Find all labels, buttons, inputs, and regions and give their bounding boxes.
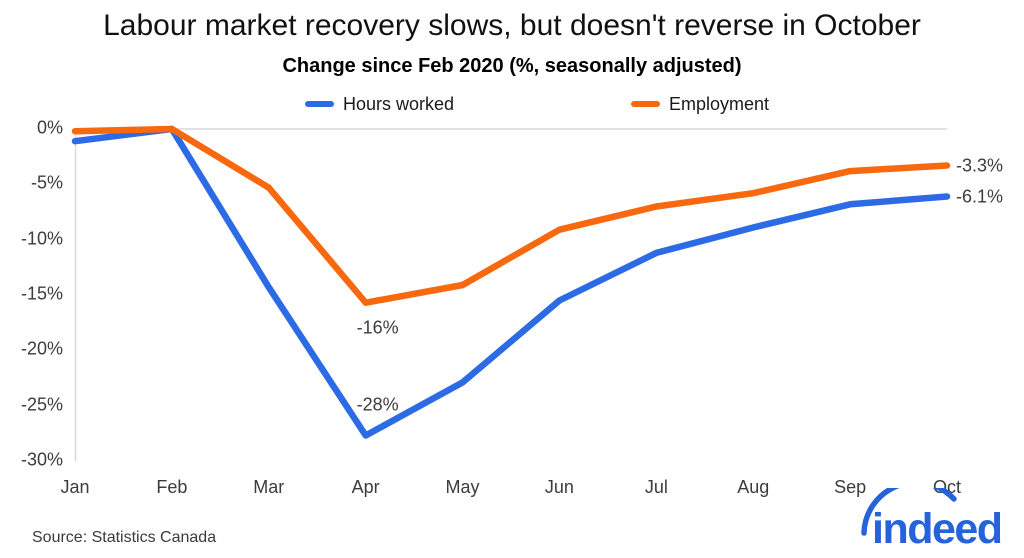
x-tick-label: Oct	[932, 477, 962, 497]
y-tick-label: -30%	[20, 449, 63, 470]
y-tick-label: -5%	[30, 172, 63, 193]
x-tick-label: Mar	[253, 477, 285, 497]
legend-label-hours-worked: Hours worked	[343, 93, 455, 114]
employment-line-swatch-icon	[631, 101, 660, 107]
legend-item-employment: Employment	[631, 92, 769, 116]
y-tick-label: -15%	[20, 283, 63, 304]
hours-worked-line-swatch-icon	[305, 101, 334, 107]
x-tick-label: Jan	[60, 477, 90, 497]
series-line-employment	[71, 125, 951, 306]
legend-label-employment: Employment	[669, 93, 770, 114]
data-annotation: -28%	[356, 394, 399, 415]
source-note: Source: Statistics Canada	[32, 529, 217, 546]
x-tick-label: Aug	[737, 477, 770, 497]
y-tick-label: -10%	[20, 228, 63, 249]
y-tick-label: -25%	[20, 394, 63, 415]
data-annotation: -3.3%	[956, 155, 1004, 176]
x-tick-label: May	[445, 477, 480, 497]
x-tick-label: Feb	[156, 477, 188, 497]
chart-title: Labour market recovery slows, but doesn'…	[103, 9, 921, 42]
x-tick-label: Sep	[834, 477, 867, 497]
series-line-hours-worked	[71, 125, 951, 439]
legend-item-hours-worked: Hours worked	[305, 92, 454, 116]
y-tick-label: -20%	[20, 338, 63, 359]
x-tick-label: Apr	[351, 477, 380, 497]
indeed-logo: indeed	[858, 479, 1010, 553]
x-tick-label: Jun	[544, 477, 574, 497]
data-annotation: -6.1%	[956, 186, 1004, 206]
x-tick-label: Jul	[644, 477, 668, 497]
chart-subtitle: Change since Feb 2020 (%, seasonally adj…	[282, 55, 742, 77]
data-annotation: -16%	[356, 317, 399, 338]
legend: Hours worked Employment	[0, 92, 1024, 116]
y-tick-label: 0%	[36, 117, 63, 138]
logo-text: indeed	[872, 505, 1002, 550]
